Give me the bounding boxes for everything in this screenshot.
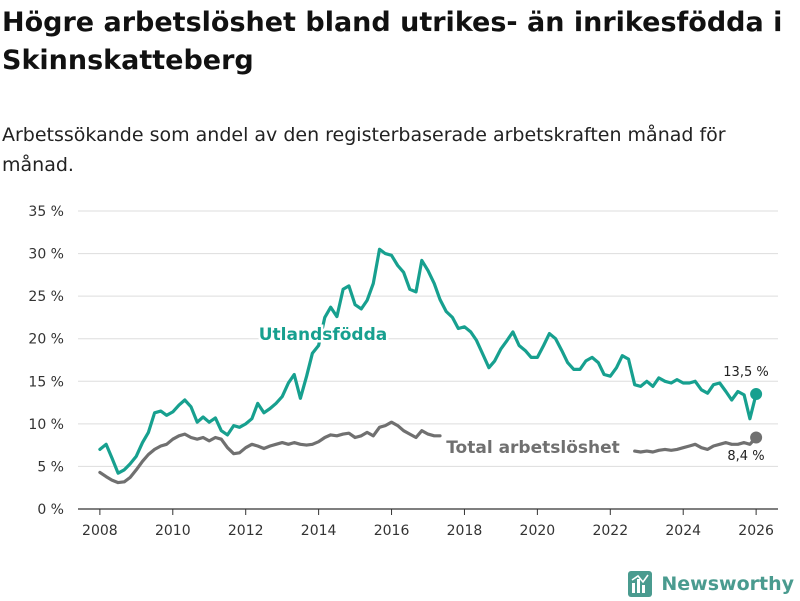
grid-lines xyxy=(78,210,778,510)
chart-subtitle: Arbetssökande som andel av den registerb… xyxy=(2,124,726,176)
y-tick-label: 35 % xyxy=(28,204,64,220)
x-tick-label: 2026 xyxy=(738,523,774,539)
end-label-total: 8,4 % xyxy=(727,449,764,464)
annotation-layer: Utlandsfödda Total arbetslöshet 13,5 % 8… xyxy=(256,323,768,465)
y-tick-label: 15 % xyxy=(28,374,64,390)
x-tick-label: 2014 xyxy=(301,523,337,539)
series-label-total: Total arbetslöshet xyxy=(446,438,620,458)
brand-name: Newsworthy xyxy=(661,573,794,595)
x-tick-label: 2020 xyxy=(520,523,556,539)
y-tick-label: 5 % xyxy=(37,459,64,475)
y-tick-label: 30 % xyxy=(28,247,64,263)
x-tick-label: 2022 xyxy=(592,523,628,539)
series-line-utlandsfodda xyxy=(98,247,758,475)
brand-logo: Newsworthy xyxy=(627,567,794,601)
x-tick-label: 2018 xyxy=(447,523,483,539)
end-label-utlandsfodda: 13,5 % xyxy=(723,365,768,380)
series-line-total-continued xyxy=(633,435,758,454)
x-tick-label: 2008 xyxy=(82,523,118,539)
series-layer xyxy=(98,247,763,485)
series-line-total xyxy=(98,420,442,485)
x-tick-label: 2010 xyxy=(155,523,191,539)
y-tick-label: 25 % xyxy=(28,289,64,305)
x-tick-label: 2016 xyxy=(374,523,410,539)
series-label-utlandsfodda: Utlandsfödda xyxy=(259,325,388,345)
x-tick-label: 2024 xyxy=(665,523,701,539)
line-chart: 0 %5 %10 %15 %20 %25 %30 %35 % 2008 2010 2… xyxy=(28,204,778,539)
x-axis: 2008 2010 2012 2014 2016 2018 2020 2022 2024 2026 xyxy=(82,509,774,539)
x-tick-label: 2012 xyxy=(228,523,264,539)
newsworthy-logo-icon xyxy=(628,571,653,597)
y-tick-label: 20 % xyxy=(28,332,64,348)
y-tick-label: 10 % xyxy=(28,417,64,433)
end-point-total xyxy=(750,431,763,444)
chart-title: Högre arbetslöshet bland utrikes- än inr… xyxy=(2,7,783,76)
y-axis-labels: 0 % 5 % 10 % 15 % 20 % 25 % 30 % 35 % xyxy=(28,204,64,518)
end-point-utlandsfodda xyxy=(750,388,763,401)
y-tick-label: 0 % xyxy=(37,502,64,518)
